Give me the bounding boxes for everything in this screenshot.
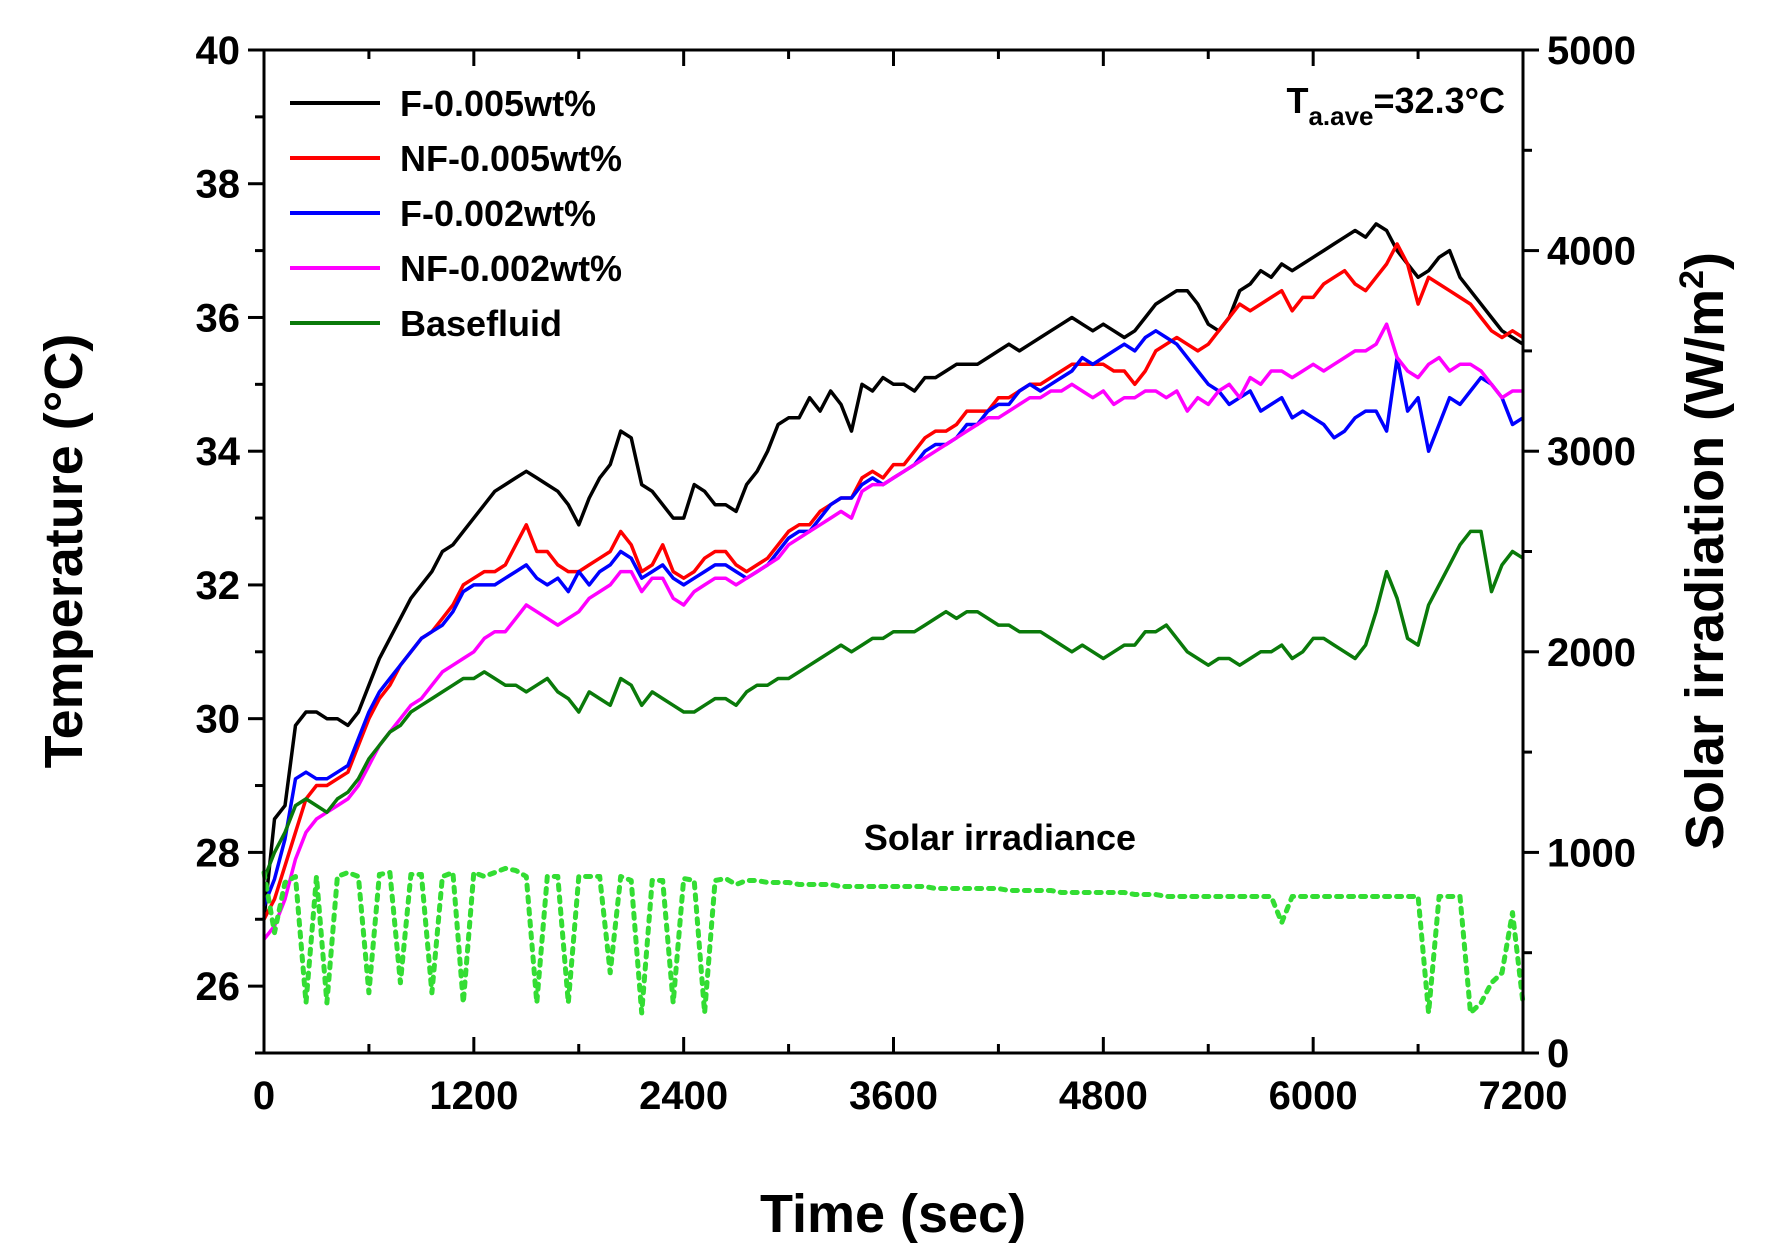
y2-axis-title-sup: 2 [1673,270,1711,289]
y-axis-title: Temperature (°C) [34,334,94,769]
y-tick-label: 32 [196,564,241,608]
y2-axis-title: Solar irradiation (W/m2) [1673,252,1735,850]
legend-item-nf-0-002wtpct: NF-0.002wt% [290,248,622,289]
ambient-temperature-annotation: Ta.ave=32.3°C [1286,80,1505,131]
ticks-layer: 0 1200 2400 3600 4800 6000 7200 26 28 30 32 34 36 38 4… [196,29,1636,1118]
y2-axis-title-main: Solar irradiation (W/m [1675,289,1735,850]
legend-item-f-0-002wtpct: F-0.002wt% [290,193,596,234]
series-layer [261,222,1526,1016]
ambient-subscript: a.ave [1308,101,1373,131]
legend-label: Basefluid [400,303,562,344]
legend-label: NF-0.002wt% [400,248,622,289]
legend: F-0.005wt% NF-0.005wt% F-0.002wt% NF-0.002w… [290,83,622,344]
x-tick-label: 4800 [1059,1074,1148,1118]
y-tick-label: 28 [196,831,241,875]
y2-tick-label: 0 [1547,1032,1569,1076]
ambient-prefix: T [1286,80,1308,121]
legend-item-basefluid: Basefluid [290,303,562,344]
x-tick-label: 1200 [429,1074,518,1118]
x-tick-label: 6000 [1269,1074,1358,1118]
y2-tick-label: 1000 [1547,831,1636,875]
solar-irradiance-annotation: Solar irradiance [864,817,1136,858]
series-line-nf-0-005wtpct [262,242,1524,921]
y2-tick-label: 2000 [1547,631,1636,675]
y2-tick-label: 3000 [1547,430,1636,474]
series-line-solar-irradiance [261,865,1526,1016]
x-axis-title: Time (sec) [760,1184,1026,1244]
x-tick-label: 7200 [1479,1074,1568,1118]
legend-label: F-0.005wt% [400,83,596,124]
y-tick-label: 38 [196,163,241,207]
x-tick-label: 3600 [849,1074,938,1118]
y-tick-label: 40 [196,29,241,73]
legend-item-nf-0-005wtpct: NF-0.005wt% [290,138,622,179]
x-tick-label: 0 [253,1074,275,1118]
legend-label: NF-0.005wt% [400,138,622,179]
legend-label: F-0.002wt% [400,193,596,234]
series-line-basefluid [262,529,1524,880]
y-tick-label: 36 [196,296,241,340]
series-line-nf-0-002wtpct [262,322,1523,941]
y-tick-label: 26 [196,965,241,1009]
y2-axis-title-close: ) [1675,252,1735,270]
x-tick-label: 2400 [639,1074,728,1118]
y-tick-label: 30 [196,698,241,742]
series-line-f-0-005wtpct [262,222,1524,920]
y2-tick-label: 5000 [1547,29,1636,73]
y-tick-label: 34 [196,430,241,474]
ambient-suffix: =32.3°C [1374,80,1505,121]
legend-item-f-0-005wtpct: F-0.005wt% [290,83,596,124]
y2-tick-label: 4000 [1547,230,1636,274]
